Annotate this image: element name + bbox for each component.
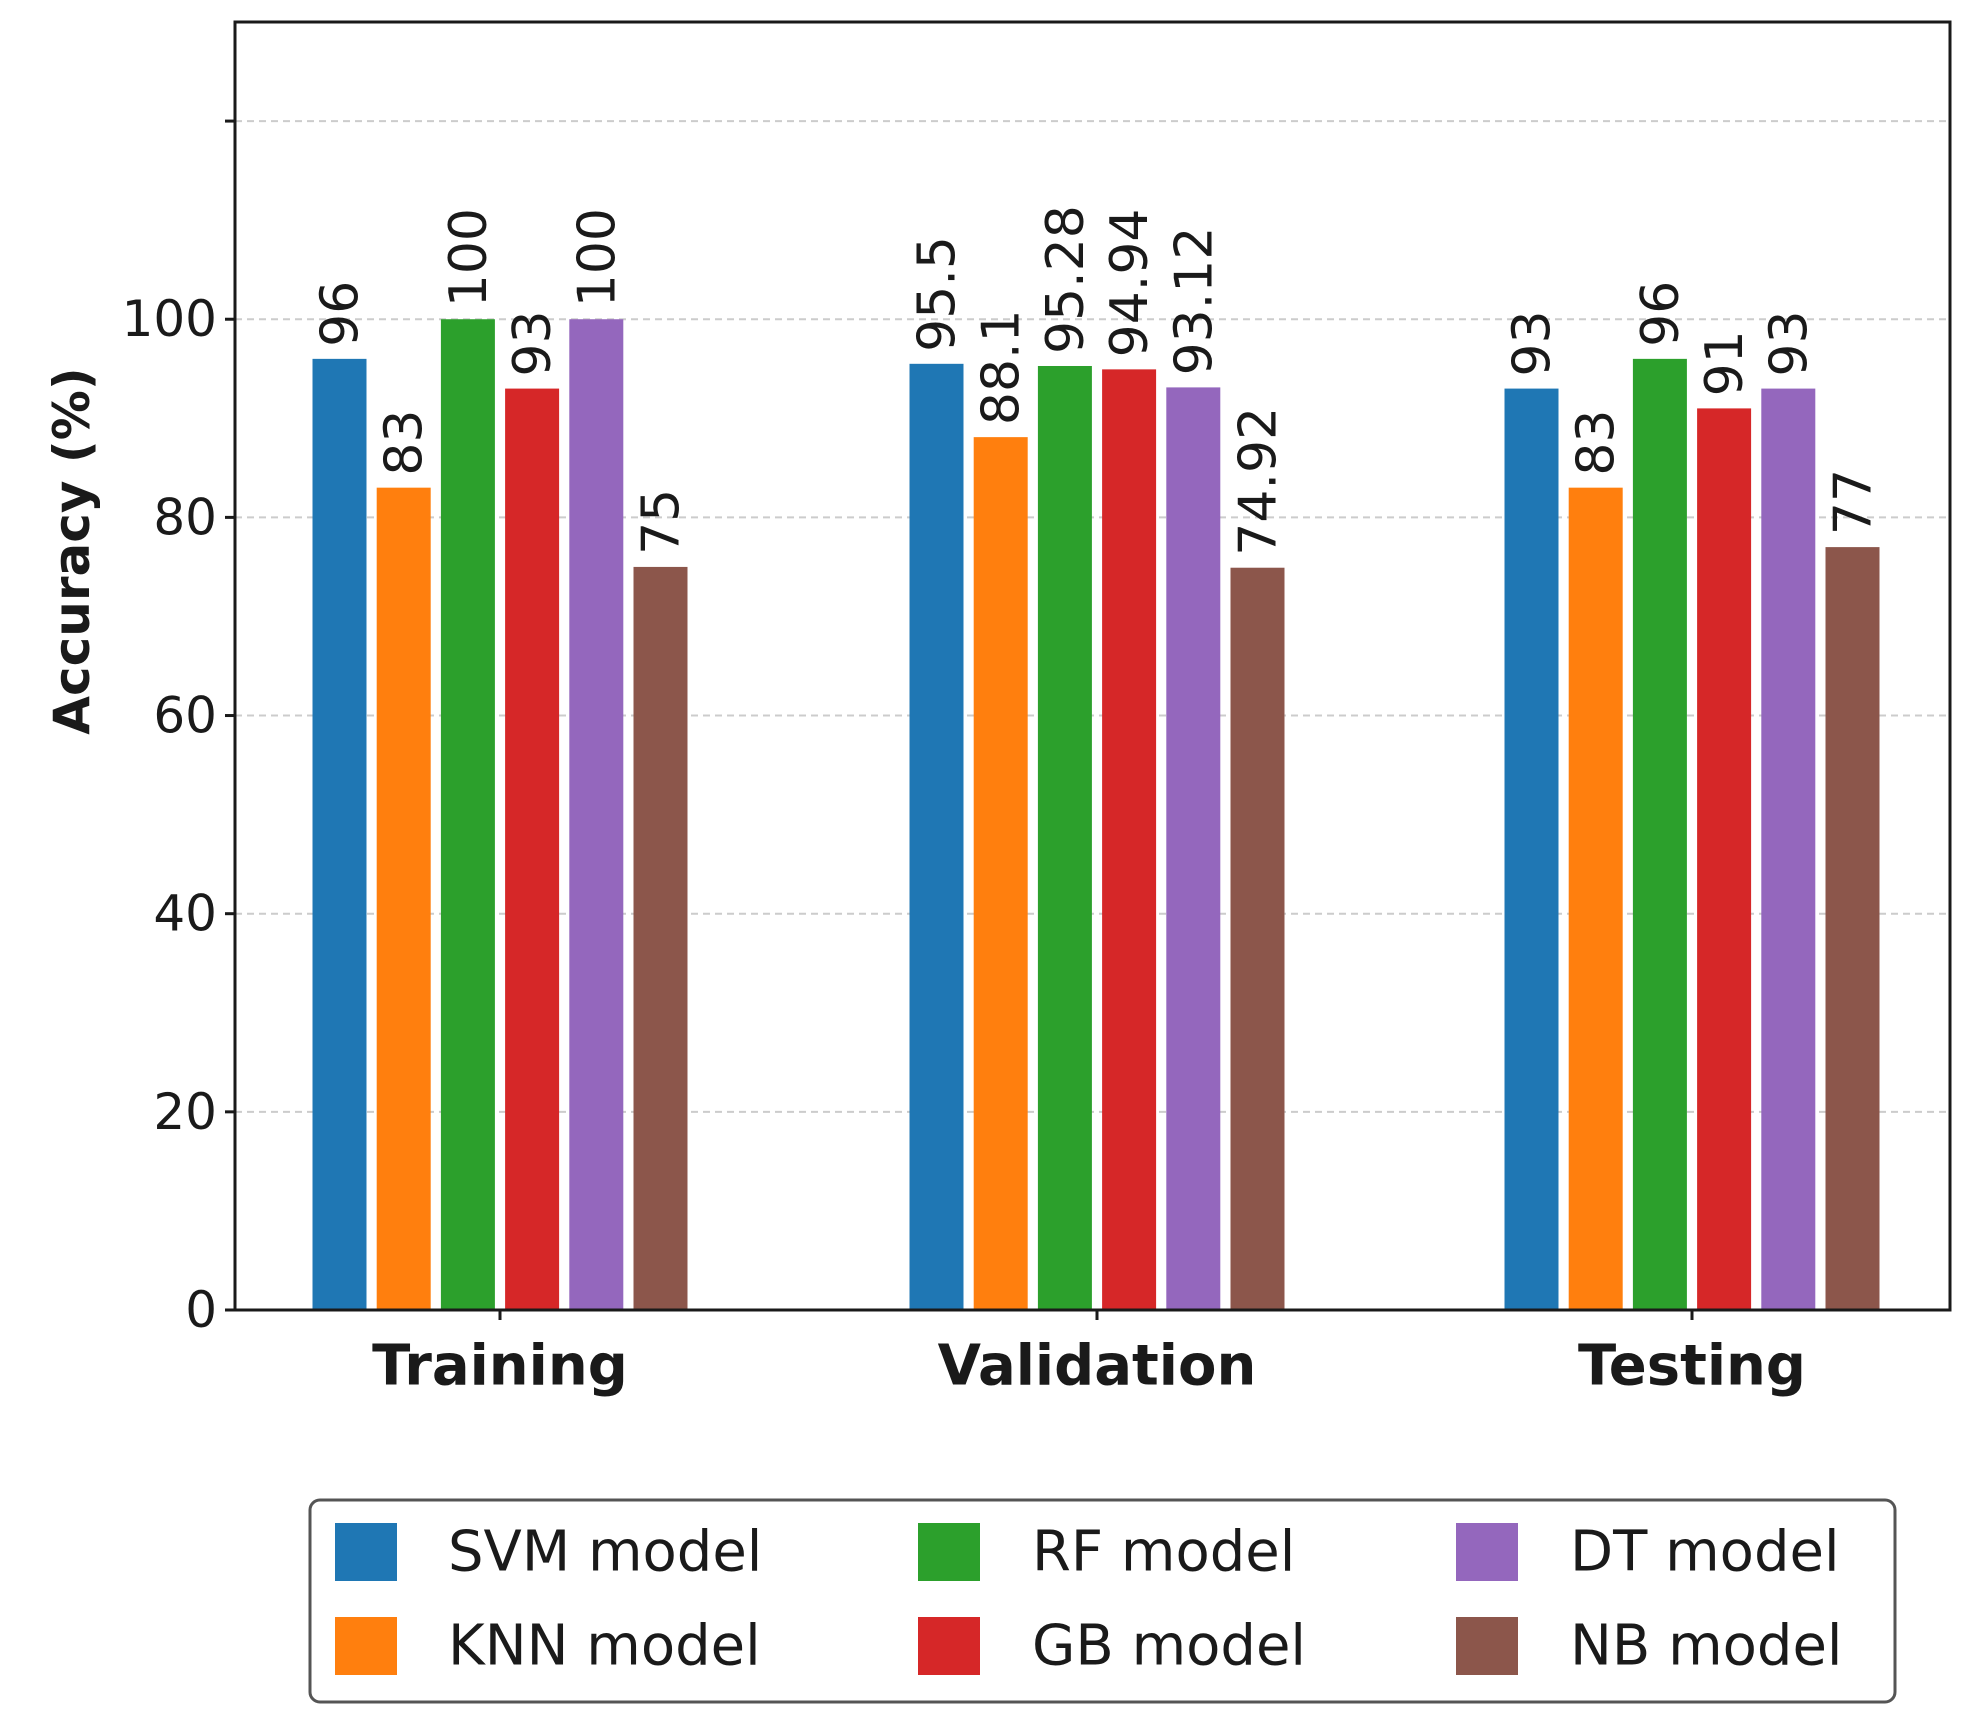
bar-value-label: 83 — [375, 409, 435, 475]
legend-label: NB model — [1570, 1614, 1842, 1679]
bar-value-label: 94.94 — [1100, 208, 1160, 357]
bar-value-label: 95.28 — [1036, 205, 1096, 354]
y-tick-label: 80 — [153, 488, 217, 546]
bar — [1102, 369, 1157, 1311]
bar-value-label: 95.5 — [908, 236, 968, 352]
legend-swatch — [335, 1617, 397, 1675]
bar-value-label: 96 — [1631, 281, 1691, 347]
bar — [312, 358, 367, 1310]
bar — [1697, 408, 1752, 1310]
legend-label: DT model — [1570, 1520, 1840, 1585]
bar — [633, 566, 688, 1310]
y-axis: 0 20 40 60 80 100 — [122, 119, 235, 1339]
legend-swatch — [335, 1523, 397, 1581]
legend-swatch — [1456, 1617, 1518, 1675]
bar-value-label: 83 — [1567, 409, 1627, 475]
bar-value-label: 88.1 — [972, 309, 1032, 425]
x-category-label: Training — [372, 1334, 628, 1399]
bar-value-label: 93 — [1759, 310, 1819, 376]
bar — [1825, 547, 1880, 1310]
bar — [505, 388, 560, 1311]
bar-value-label: 93 — [503, 310, 563, 376]
bar — [1568, 487, 1623, 1311]
legend-label: GB model — [1032, 1614, 1306, 1679]
x-axis: Training Validation Testing — [372, 1310, 1806, 1399]
bar-value-label: 93 — [1503, 310, 1563, 376]
bar — [1166, 387, 1221, 1310]
bar-value-label: 91 — [1695, 330, 1755, 396]
bar-value-label: 75 — [632, 489, 692, 555]
bars — [312, 319, 1880, 1311]
y-axis-title: Accuracy (%) — [43, 367, 101, 734]
bar — [1230, 567, 1285, 1310]
bar-value-label: 100 — [567, 208, 627, 307]
x-category-label: Testing — [1578, 1334, 1806, 1399]
legend-swatch — [918, 1523, 980, 1581]
bar-value-label: 77 — [1824, 469, 1884, 535]
legend-label: KNN model — [448, 1614, 761, 1679]
legend: SVM model KNN model RF model GB model DT mod… — [308, 1498, 1897, 1704]
plot-frame — [233, 20, 1952, 1312]
y-tick-label: 100 — [122, 290, 217, 348]
bar — [1761, 388, 1816, 1311]
legend-swatch — [918, 1617, 980, 1675]
y-tick-label: 60 — [153, 687, 217, 745]
bar — [569, 319, 624, 1310]
bar — [1632, 358, 1687, 1310]
bar-value-label: 93.12 — [1164, 227, 1224, 376]
bar — [909, 363, 964, 1310]
bar — [1037, 365, 1092, 1310]
legend-swatch — [1456, 1523, 1518, 1581]
bar-value-label: 74.92 — [1229, 407, 1289, 556]
x-category-label: Validation — [938, 1334, 1257, 1399]
bar — [973, 437, 1028, 1310]
bar — [440, 319, 495, 1310]
bar — [376, 487, 431, 1311]
legend-label: RF model — [1032, 1520, 1295, 1585]
y-tick-label: 0 — [185, 1281, 217, 1339]
bar-value-label: 96 — [311, 281, 371, 347]
y-tick-label: 20 — [153, 1083, 217, 1141]
bar-value-label: 100 — [439, 208, 499, 307]
legend-label: SVM model — [448, 1520, 762, 1585]
bar — [1504, 388, 1559, 1311]
y-tick-label: 40 — [153, 885, 217, 943]
